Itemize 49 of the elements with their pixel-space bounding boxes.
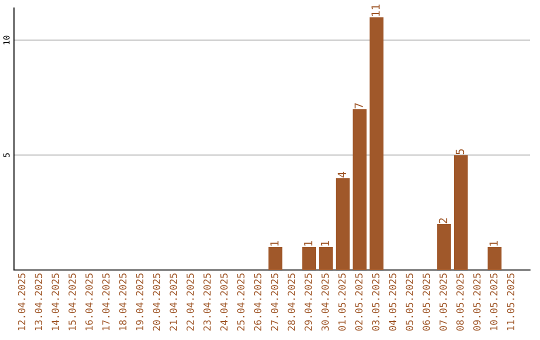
x-tick-label: 10.05.2025: [490, 274, 498, 330]
data-label: 5: [456, 149, 464, 154]
x-tick-label: 03.05.2025: [372, 274, 380, 331]
data-label: 2: [438, 218, 448, 224]
bar: [302, 247, 316, 270]
data-label: 1: [304, 241, 312, 246]
x-tick-label: 26.04.2025: [254, 274, 262, 331]
data-label: 1: [320, 241, 330, 246]
x-tick-label: 25.04.2025: [237, 274, 244, 331]
data-label: 4: [338, 172, 346, 178]
x-tick-label: 01.05.2025: [338, 274, 346, 331]
bar: [454, 155, 468, 270]
data-label: 7: [354, 103, 363, 108]
data-label: 1: [270, 241, 278, 246]
bar: [370, 17, 384, 270]
x-tick-label: 09.05.2025: [473, 274, 481, 331]
x-tick-label: 08.05.2025: [456, 274, 464, 331]
x-tick-label: 02.05.2025: [355, 274, 363, 331]
x-tick-label: 14.04.2025: [52, 274, 60, 330]
x-tick-label: 29.04.2025: [304, 274, 312, 331]
bar: [352, 109, 367, 270]
x-tick-label: 15.04.2025: [68, 274, 76, 330]
bar: [437, 224, 451, 270]
x-tick-label: 05.05.2025: [406, 274, 414, 331]
bar: [319, 247, 333, 270]
x-tick-label: 23.04.2025: [203, 274, 211, 331]
x-tick-label: 30.04.2025: [321, 274, 329, 331]
x-tick-label: 13.04.2025: [34, 274, 42, 330]
y-tick-label: 10: [3, 36, 10, 44]
data-label: 11: [372, 4, 380, 16]
bar: [336, 178, 350, 270]
bar: [268, 247, 282, 270]
x-tick-label: 04.05.2025: [388, 274, 396, 331]
x-tick-label: 16.04.2025: [85, 274, 93, 330]
data-label: 1: [490, 241, 498, 246]
bar: [488, 247, 502, 270]
x-tick-label: 07.05.2025: [439, 274, 447, 331]
x-tick-label: 17.04.2025: [102, 274, 110, 330]
x-tick-label: 27.04.2025: [270, 274, 278, 331]
x-tick-label: 20.04.2025: [152, 274, 160, 331]
x-tick-label: 12.04.2025: [18, 274, 26, 330]
x-tick-label: 28.04.2025: [288, 274, 296, 331]
x-tick-label: 18.04.2025: [119, 274, 126, 330]
x-tick-label: 24.04.2025: [220, 274, 228, 331]
x-tick-label: 11.05.2025: [506, 274, 514, 330]
x-tick-label: 22.04.2025: [186, 274, 194, 331]
x-tick-label: 19.04.2025: [136, 274, 144, 330]
x-tick-label: 06.05.2025: [422, 274, 430, 331]
x-tick-label: 21.04.2025: [170, 274, 178, 331]
